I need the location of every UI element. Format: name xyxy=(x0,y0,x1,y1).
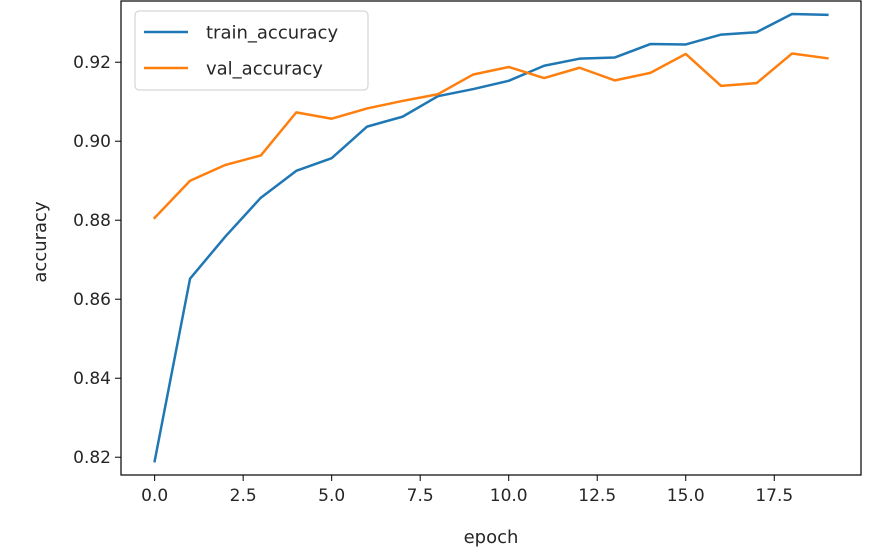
y-tick-label: 0.88 xyxy=(73,211,111,231)
y-tick-label: 0.92 xyxy=(73,53,111,73)
legend-frame xyxy=(134,10,369,91)
legend-label-train-accuracy: train_accuracy xyxy=(206,23,338,44)
x-tick-label: 10.0 xyxy=(490,486,528,506)
series-line-train-accuracy xyxy=(153,12,829,463)
x-tick-label: 0.0 xyxy=(141,486,168,506)
legend: train_accuracy val_accuracy xyxy=(134,10,369,91)
legend-label-val-accuracy: val_accuracy xyxy=(206,59,323,80)
x-tick-label: 7.5 xyxy=(407,486,434,506)
x-tick-label: 15.0 xyxy=(667,486,705,506)
x-tick-label: 5.0 xyxy=(318,486,345,506)
x-axis-ticks: 0.0 2.5 5.0 7.5 10.0 12.5 15.0 17.5 xyxy=(141,475,793,506)
series-line-val-accuracy xyxy=(152,52,829,220)
x-tick-label: 2.5 xyxy=(230,486,257,506)
y-tick-label: 0.82 xyxy=(73,448,111,468)
series-layer xyxy=(152,12,829,463)
x-axis-label: epoch xyxy=(464,527,519,548)
y-tick-label: 0.84 xyxy=(73,369,111,389)
y-axis-ticks: 0.82 0.84 0.86 0.88 0.90 0.92 xyxy=(73,53,121,468)
y-tick-label: 0.86 xyxy=(73,290,111,310)
y-tick-label: 0.90 xyxy=(73,132,111,152)
x-tick-label: 17.5 xyxy=(755,486,793,506)
y-axis-label: accuracy xyxy=(30,201,51,283)
x-tick-label: 12.5 xyxy=(578,486,616,506)
